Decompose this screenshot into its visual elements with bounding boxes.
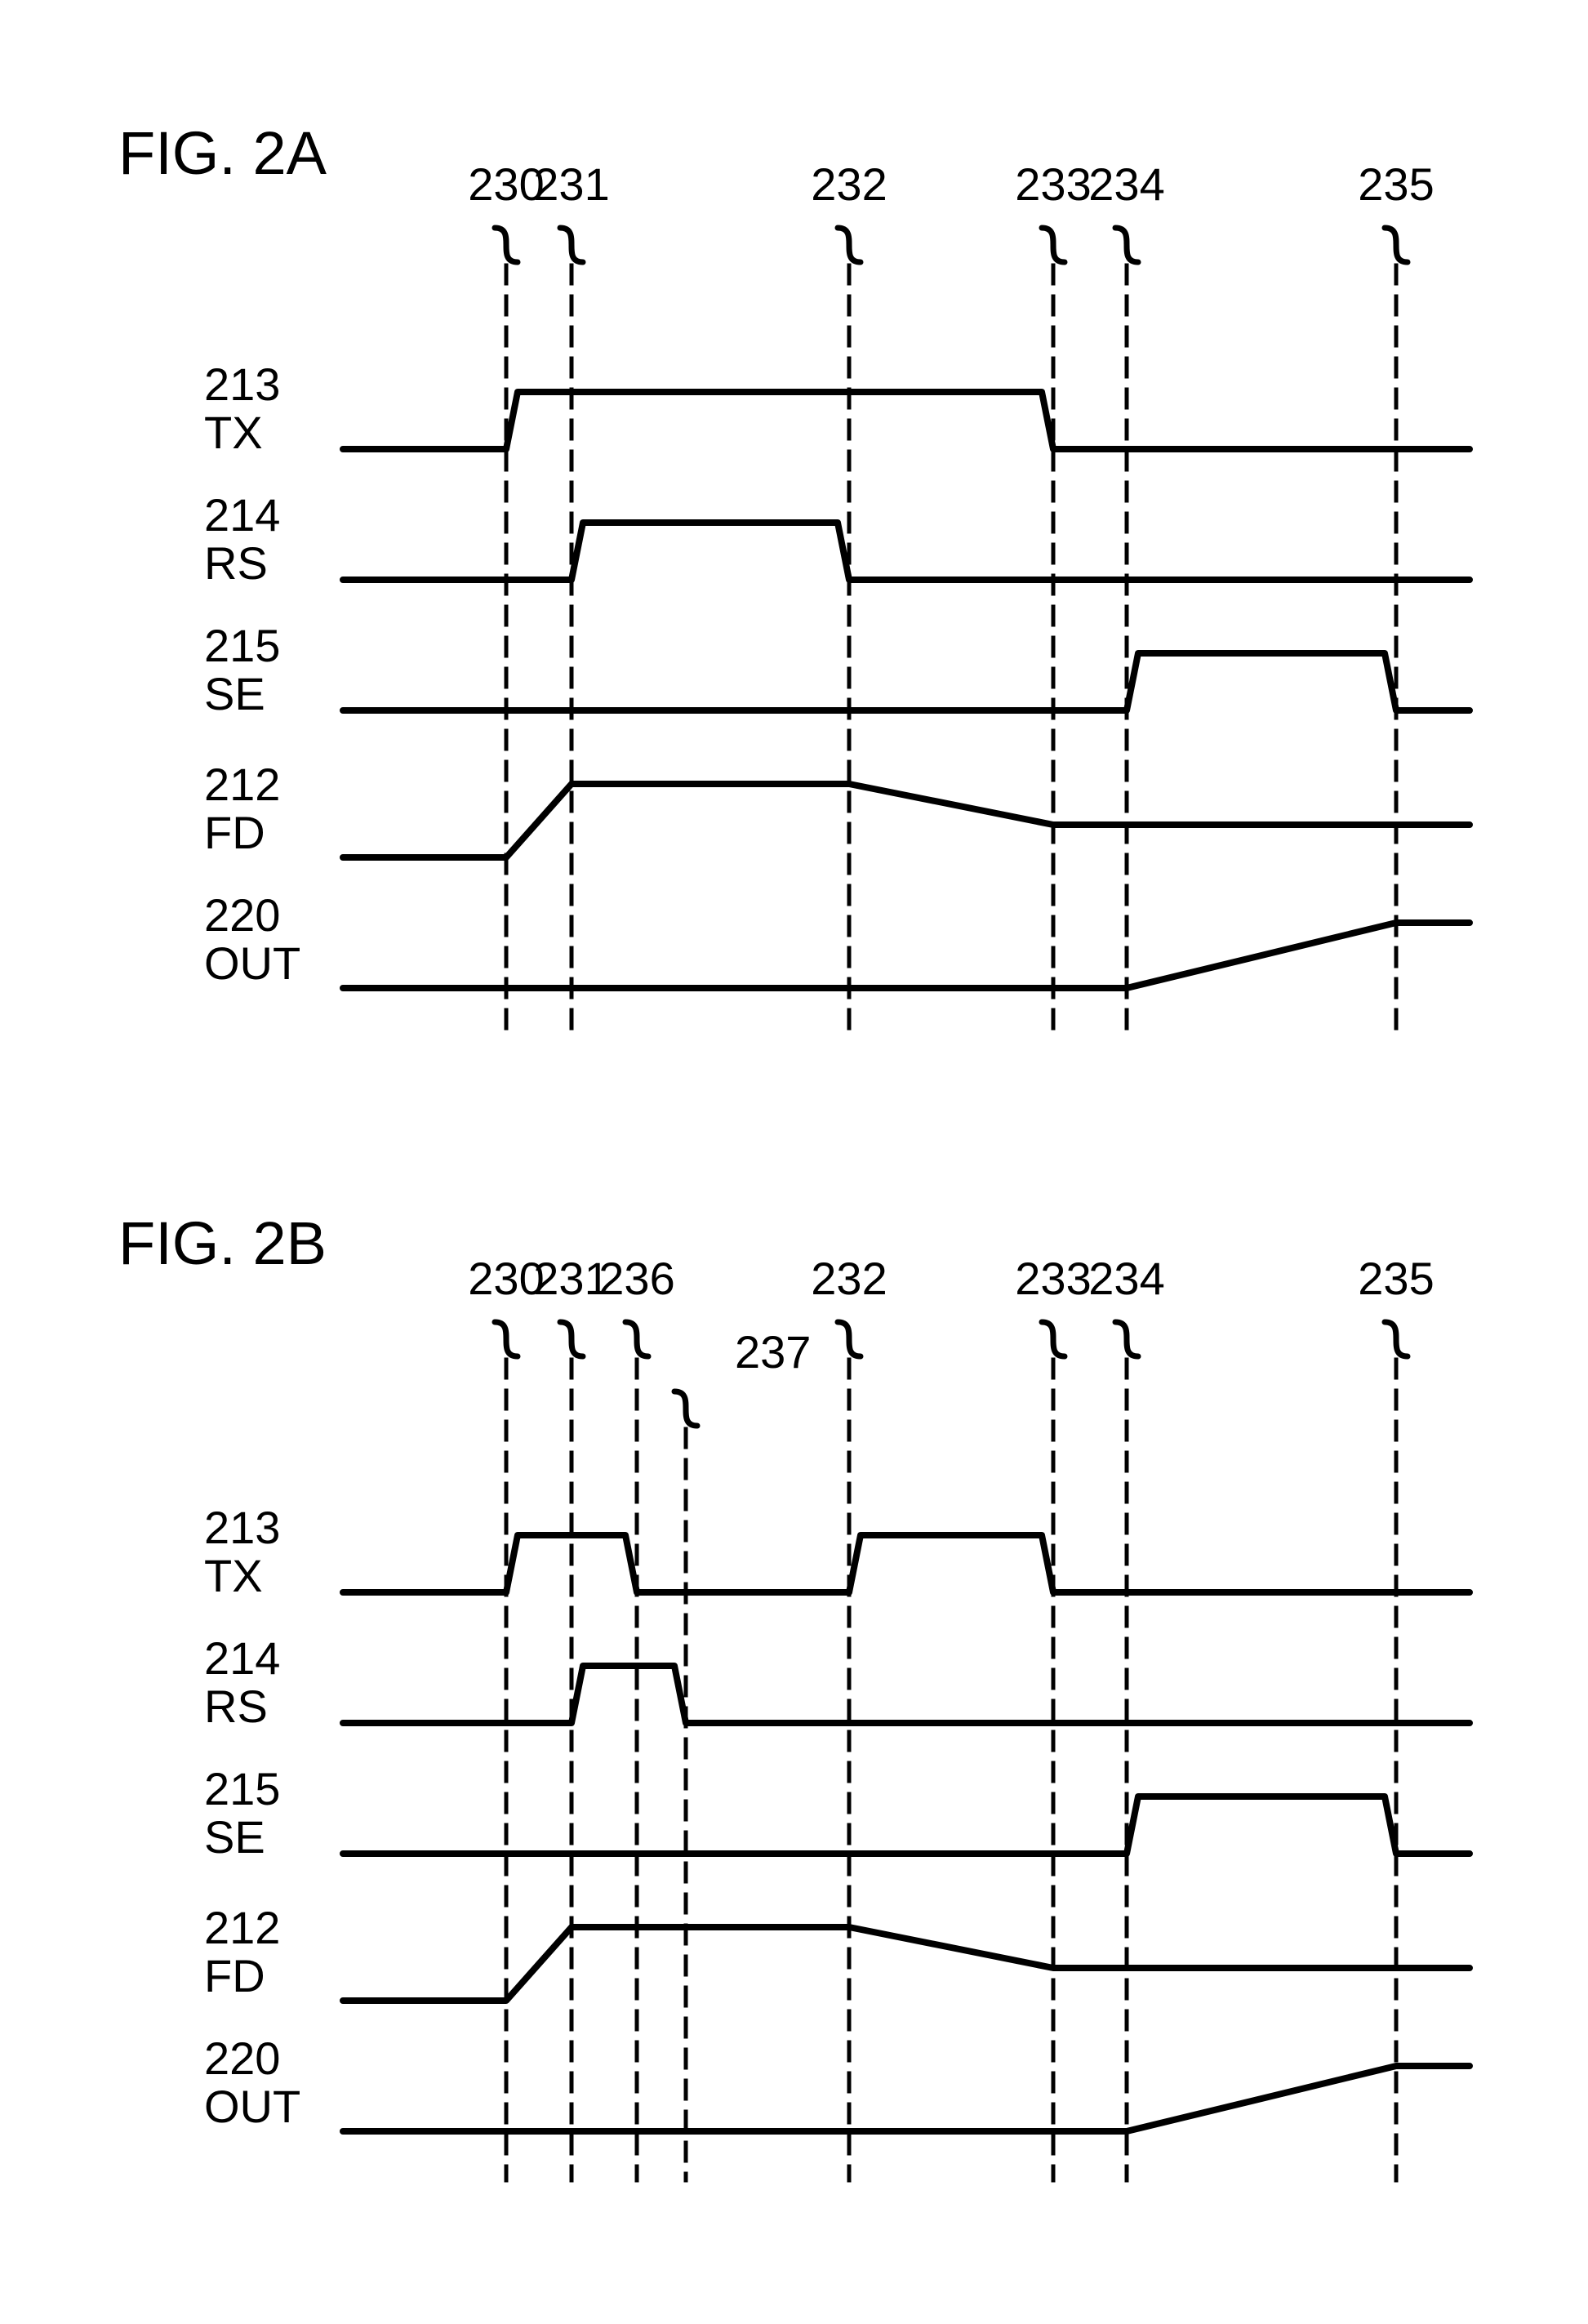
svg-text:220: 220 [204,889,280,941]
svg-text:SE: SE [204,1811,265,1863]
svg-text:236: 236 [598,1253,674,1304]
svg-text:TX: TX [204,1550,263,1601]
fig-2a-diagram: 230231232233234235213TX214RS215SE212FD22… [114,147,1486,1086]
svg-text:215: 215 [204,620,280,671]
svg-text:212: 212 [204,759,280,810]
svg-text:FD: FD [204,1950,265,2001]
svg-text:SE: SE [204,668,265,719]
svg-text:233: 233 [1015,1253,1091,1304]
svg-text:FD: FD [204,807,265,858]
svg-text:234: 234 [1088,158,1164,210]
svg-text:215: 215 [204,1763,280,1814]
svg-text:214: 214 [204,1632,280,1684]
svg-text:231: 231 [533,158,609,210]
svg-text:RS: RS [204,1681,268,1732]
svg-text:233: 233 [1015,158,1091,210]
svg-text:212: 212 [204,1902,280,1953]
svg-text:213: 213 [204,1502,280,1553]
svg-text:214: 214 [204,489,280,541]
svg-text:235: 235 [1358,1253,1434,1304]
svg-text:213: 213 [204,358,280,410]
svg-text:TX: TX [204,407,263,458]
svg-text:237: 237 [735,1326,811,1378]
svg-text:232: 232 [811,1253,887,1304]
svg-text:RS: RS [204,537,268,589]
page: FIG. 2A 230231232233234235213TX214RS215S… [0,0,1588,2324]
svg-text:OUT: OUT [204,2081,300,2132]
svg-text:OUT: OUT [204,937,300,989]
svg-text:232: 232 [811,158,887,210]
svg-text:234: 234 [1088,1253,1164,1304]
svg-text:220: 220 [204,2032,280,2084]
fig-2b-diagram: 230231236232233234235237213TX214RS215SE2… [114,1241,1486,2229]
svg-text:235: 235 [1358,158,1434,210]
